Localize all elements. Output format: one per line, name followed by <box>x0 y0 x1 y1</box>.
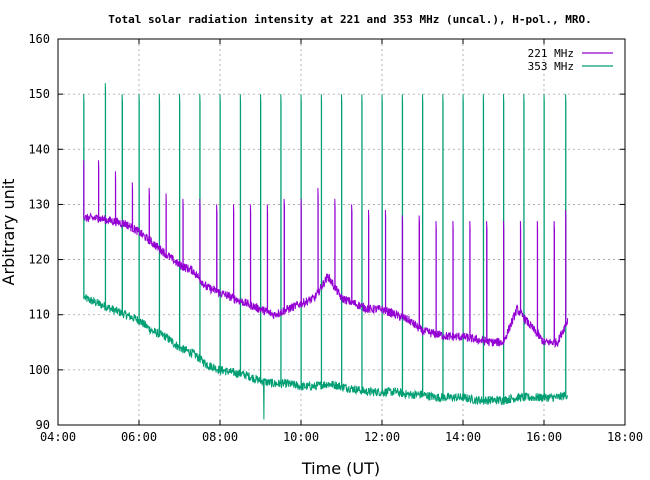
x-tick-label: 10:00 <box>283 430 319 444</box>
chart-title: Total solar radiation intensity at 221 a… <box>108 13 591 26</box>
axis-ticks: 04:00 06:00 08:00 10:00 12:00 14:00 16:00 18:00… <box>28 32 643 444</box>
x-tick-label: 14:00 <box>445 430 481 444</box>
x-tick-label: 06:00 <box>121 430 157 444</box>
x-tick-label: 16:00 <box>526 430 562 444</box>
y-axis-label: Arbitrary unit <box>0 179 18 286</box>
x-tick-label: 04:00 <box>40 430 76 444</box>
y-tick-label: 120 <box>28 253 50 267</box>
plot-frame <box>57 38 626 426</box>
y-tick-label: 90 <box>36 418 50 432</box>
y-tick-label: 130 <box>28 197 50 211</box>
y-tick-label: 100 <box>28 363 50 377</box>
y-tick-label: 140 <box>28 142 50 156</box>
y-tick-label: 160 <box>28 32 50 46</box>
y-tick-label: 110 <box>28 308 50 322</box>
series-layer <box>83 83 569 420</box>
y-tick-label: 150 <box>28 87 50 101</box>
x-tick-label: 08:00 <box>202 430 238 444</box>
x-axis-label: Time (UT) <box>301 459 380 478</box>
series-line-221-mhz <box>83 160 569 349</box>
x-tick-label: 18:00 <box>607 430 643 444</box>
legend-label: 353 MHz <box>528 60 574 73</box>
legend-label: 221 MHz <box>528 47 574 60</box>
x-tick-label: 12:00 <box>364 430 400 444</box>
series-line-353-mhz <box>83 83 569 420</box>
